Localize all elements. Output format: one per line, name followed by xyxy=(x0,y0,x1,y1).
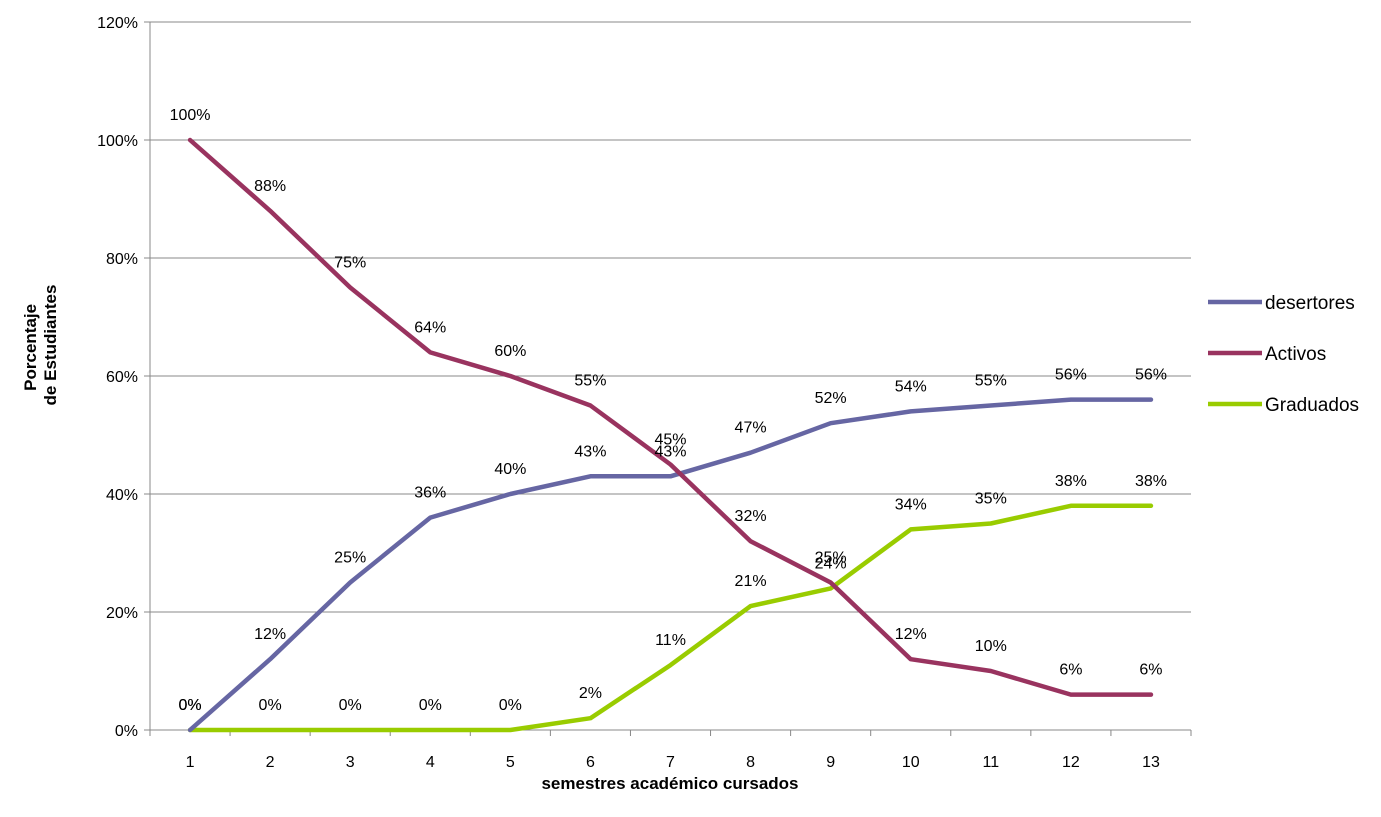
series-line-activos xyxy=(187,137,1154,697)
data-label-activos: 6% xyxy=(1059,662,1082,679)
data-label-graduados: 11% xyxy=(655,632,686,649)
data-label-desertores: 55% xyxy=(975,373,1007,390)
data-label-desertores: 47% xyxy=(735,420,767,437)
data-label-desertores: 12% xyxy=(254,626,286,643)
x-tick-label: 6 xyxy=(586,754,595,771)
data-label-graduados: 35% xyxy=(975,491,1007,508)
y-axis-title-line1: Porcentaje xyxy=(21,304,40,391)
x-tick-label: 1 xyxy=(186,754,195,771)
x-tick-label: 13 xyxy=(1142,754,1160,771)
data-label-graduados: 34% xyxy=(895,496,927,513)
data-label-graduados: 38% xyxy=(1055,473,1087,490)
data-label-graduados: 0% xyxy=(419,697,442,714)
x-tick-label: 2 xyxy=(266,754,275,771)
x-tick-label: 3 xyxy=(346,754,355,771)
data-label-activos: 12% xyxy=(895,626,927,643)
data-label-graduados: 38% xyxy=(1135,473,1167,490)
x-tick-label: 9 xyxy=(826,754,835,771)
data-label-graduados: 2% xyxy=(579,685,602,702)
legend-label-desertores: desertores xyxy=(1265,293,1355,314)
data-label-activos: 60% xyxy=(494,343,526,360)
data-label-activos: 88% xyxy=(254,178,286,195)
data-label-graduados: 0% xyxy=(339,697,362,714)
y-tick-label: 80% xyxy=(106,251,138,268)
x-tick-label: 4 xyxy=(426,754,435,771)
data-label-desertores: 43% xyxy=(574,443,606,460)
data-label-graduados: 0% xyxy=(178,697,201,714)
data-label-graduados: 0% xyxy=(259,697,282,714)
data-label-graduados: 24% xyxy=(815,555,847,572)
x-tick-label: 5 xyxy=(506,754,515,771)
data-label-activos: 10% xyxy=(975,638,1007,655)
legend-label-activos: Activos xyxy=(1265,344,1326,365)
series-lines xyxy=(187,137,1154,733)
axes: 0%20%40%60%80%100%120%1 2 3 4 5 6 7 8 9 10 11 12 13 xyxy=(97,15,1192,771)
series-line-desertores xyxy=(187,397,1154,733)
data-label-graduados: 0% xyxy=(499,697,522,714)
x-axis-title: semestres académico cursados xyxy=(541,774,798,793)
data-label-desertores: 56% xyxy=(1055,367,1087,384)
data-label-activos: 75% xyxy=(334,255,366,272)
data-label-desertores: 36% xyxy=(414,485,446,502)
legend: desertores Activos Graduados xyxy=(1208,293,1359,416)
data-labels: 0% 12% 25% 36% 40% 43% 43% 47% 52% 54% 55% 56% 56% 10… xyxy=(170,107,1167,714)
data-label-desertores: 54% xyxy=(895,378,927,395)
grid-lines xyxy=(150,21,1191,613)
y-axis-title: Porcentaje de Estudiantes xyxy=(21,285,60,406)
data-label-activos: 32% xyxy=(735,508,767,525)
data-label-desertores: 0% xyxy=(178,697,201,714)
data-label-graduados: 21% xyxy=(735,573,767,590)
data-label-activos: 55% xyxy=(574,373,606,390)
y-axis-title-line2: de Estudiantes xyxy=(41,285,60,406)
data-label-activos: 25% xyxy=(815,550,847,567)
data-label-desertores: 40% xyxy=(494,461,526,478)
data-label-activos: 100% xyxy=(170,107,211,124)
legend-label-graduados: Graduados xyxy=(1265,395,1359,416)
y-tick-label: 0% xyxy=(115,723,138,740)
data-label-activos: 64% xyxy=(414,319,446,336)
y-tick-label: 40% xyxy=(106,487,138,504)
y-tick-label: 60% xyxy=(106,369,138,386)
y-tick-label: 100% xyxy=(97,133,138,150)
data-label-desertores: 25% xyxy=(334,550,366,567)
data-label-desertores: 52% xyxy=(815,390,847,407)
data-label-activos: 6% xyxy=(1139,662,1162,679)
x-tick-label: 12 xyxy=(1062,754,1080,771)
y-tick-label: 20% xyxy=(106,605,138,622)
x-tick-label: 8 xyxy=(746,754,755,771)
y-tick-label: 120% xyxy=(97,15,138,32)
x-tick-label: 10 xyxy=(902,754,920,771)
series-line-graduados xyxy=(187,503,1154,733)
data-label-activos: 45% xyxy=(654,432,686,449)
x-tick-label: 7 xyxy=(666,754,675,771)
data-label-desertores: 43% xyxy=(654,443,686,460)
x-tick-label: 11 xyxy=(983,754,1000,771)
data-label-desertores: 56% xyxy=(1135,367,1167,384)
